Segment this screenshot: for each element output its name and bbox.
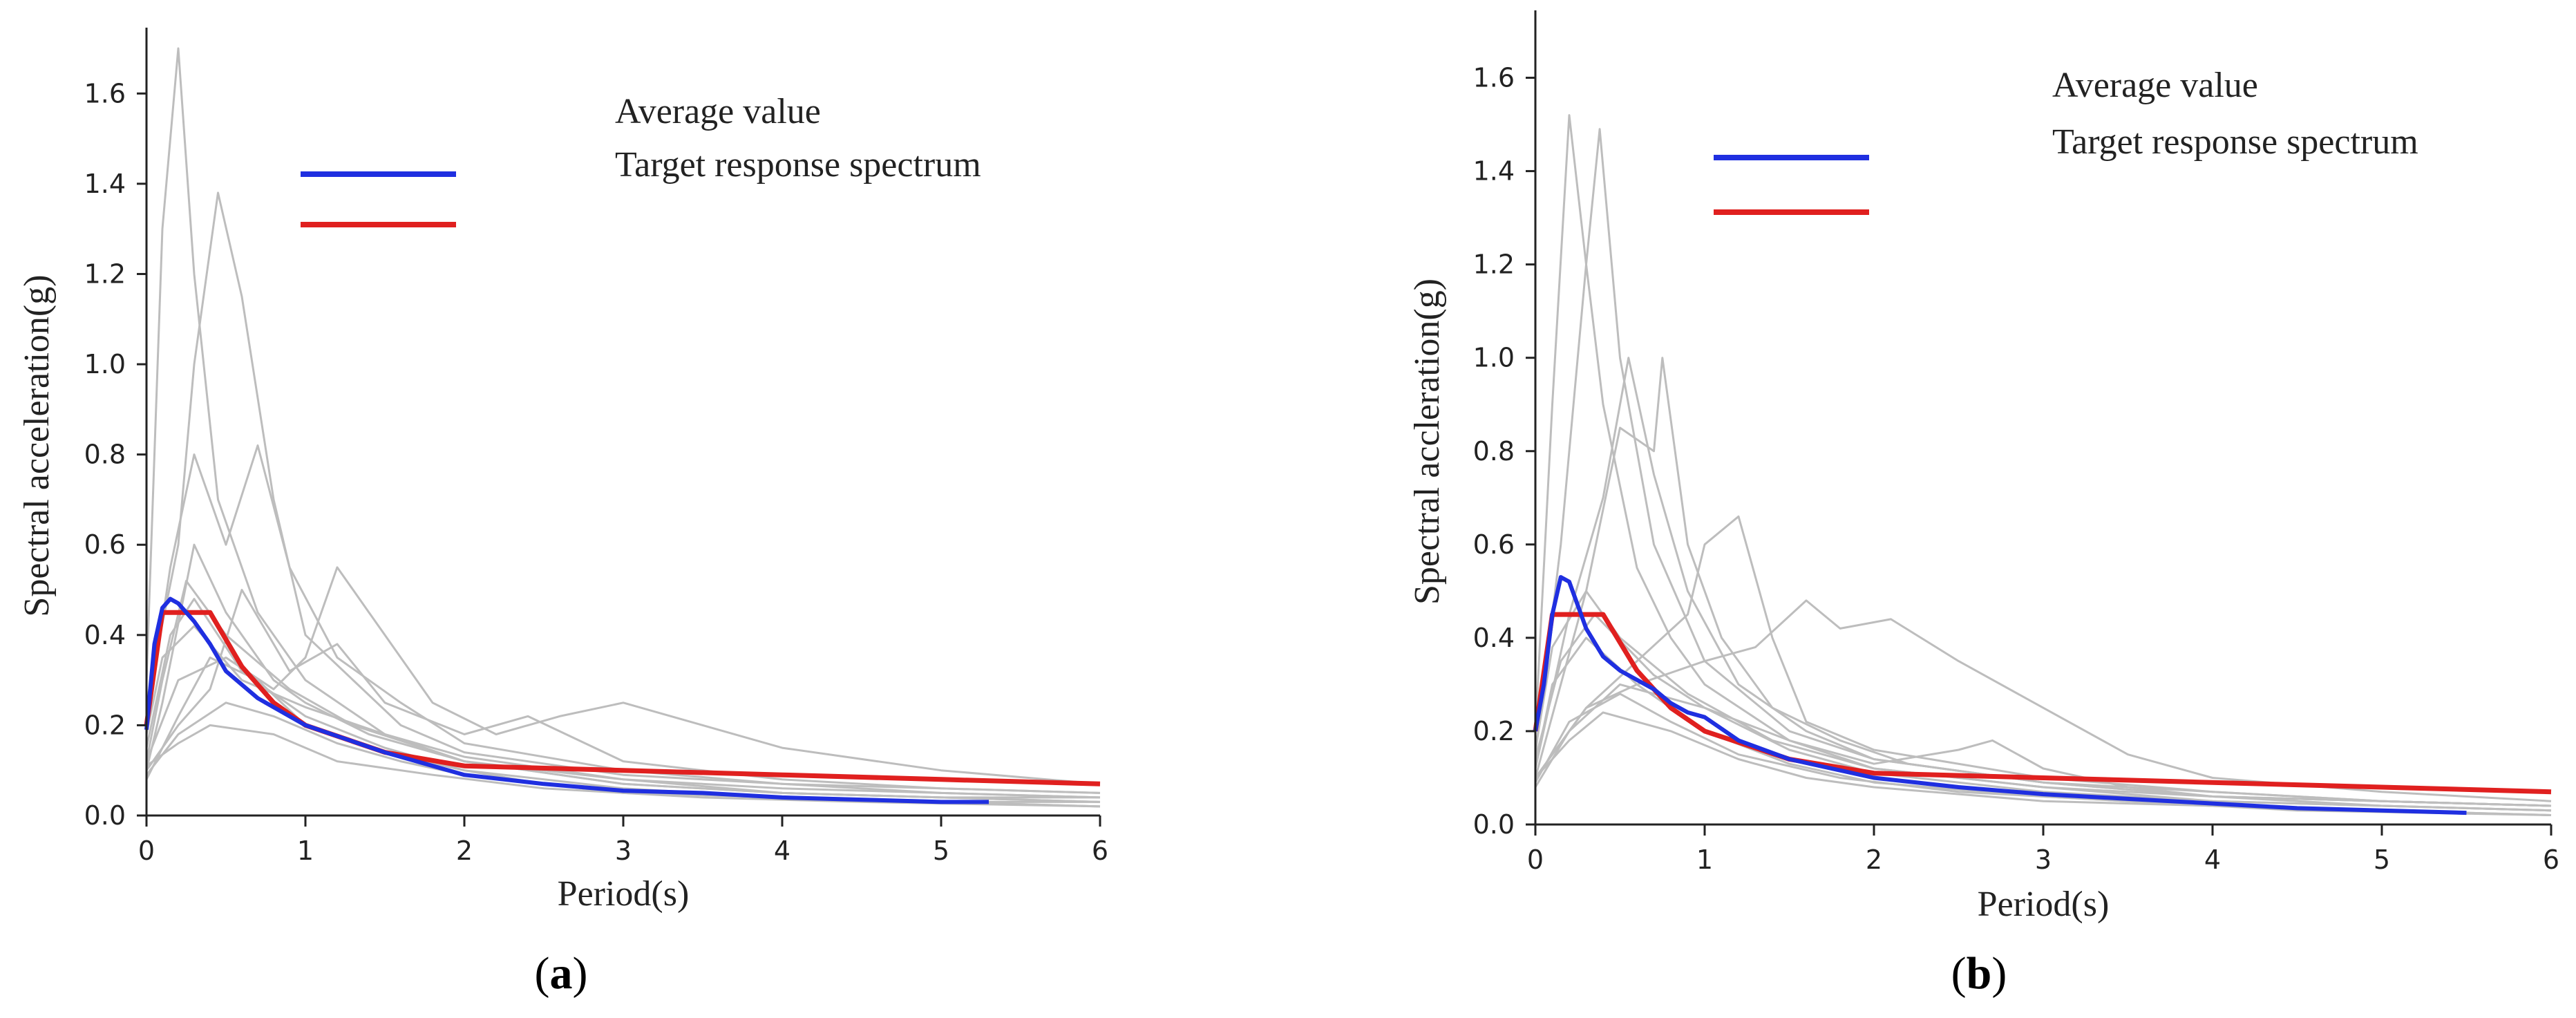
y-tick-label-a-6: 1.2 bbox=[84, 258, 126, 289]
x-tick-label-b-4: 4 bbox=[2204, 845, 2221, 875]
y-tick-label-b-0: 0.0 bbox=[1473, 809, 1515, 840]
x-tick-label-b-1: 1 bbox=[1696, 845, 1713, 875]
x-tick-label-a-5: 5 bbox=[933, 836, 949, 866]
record-line-a-2 bbox=[145, 47, 1101, 799]
y-tick-label-b-1: 0.2 bbox=[1473, 716, 1515, 746]
y-tick-label-b-7: 1.4 bbox=[1473, 156, 1515, 187]
record-line-a-4 bbox=[145, 444, 1101, 794]
chart-panel-a: 0 1 2 3 4 5 6 0.0 0.2 0.4 0.6 0.8 1.0 1.2 1.4 1.6 Peri… bbox=[17, 28, 1108, 999]
y-tick-label-a-0: 0.0 bbox=[84, 800, 126, 831]
legend-a: Average value Target response spectrum bbox=[301, 92, 981, 227]
legend-label-target-b: Target response spectrum bbox=[2052, 122, 2418, 162]
y-axis-title-a: Spectral acceleration(g) bbox=[17, 274, 57, 616]
y-tick-label-a-2: 0.4 bbox=[84, 620, 126, 650]
y-tick-label-a-4: 0.8 bbox=[84, 440, 126, 470]
y-tick-label-b-2: 0.4 bbox=[1473, 623, 1515, 653]
legend-label-target-a: Target response spectrum bbox=[615, 145, 981, 185]
x-tick-label-a-3: 3 bbox=[615, 836, 632, 866]
y-tick-label-a-8: 1.6 bbox=[84, 78, 126, 109]
x-tick-label-b-6: 6 bbox=[2543, 845, 2559, 875]
x-tick-label-a-6: 6 bbox=[1092, 836, 1108, 866]
main-series-group-b bbox=[1533, 575, 2552, 816]
x-tick-label-a-4: 4 bbox=[774, 836, 790, 866]
target-spectrum-line-b bbox=[1533, 612, 2552, 795]
record-line-b-6 bbox=[1534, 515, 2552, 807]
x-tick-label-b-3: 3 bbox=[2035, 845, 2052, 875]
record-line-b-8 bbox=[1534, 683, 2552, 812]
record-line-a-13 bbox=[146, 724, 1101, 808]
record-line-b-13 bbox=[1534, 590, 2552, 812]
record-line-a-6 bbox=[145, 589, 1101, 794]
y-ticks-a: 0.0 0.2 0.4 0.6 0.8 1.0 1.2 1.4 1.6 bbox=[84, 78, 146, 831]
x-tick-label-b-5: 5 bbox=[2374, 845, 2390, 875]
y-tick-label-a-3: 0.6 bbox=[84, 529, 126, 560]
panel-label-a: (a) bbox=[535, 948, 588, 999]
y-tick-label-a-7: 1.4 bbox=[84, 169, 126, 199]
x-tick-label-a-2: 2 bbox=[456, 836, 473, 866]
panel-label-b: (b) bbox=[1951, 948, 2007, 999]
main-series-group-a bbox=[144, 596, 1101, 804]
y-ticks-b: 0.0 0.2 0.4 0.6 0.8 1.0 1.2 1.4 1.6 bbox=[1473, 63, 1535, 840]
y-tick-label-b-4: 0.8 bbox=[1473, 436, 1515, 466]
panel-letter-a: a bbox=[550, 948, 573, 999]
x-tick-label-b-2: 2 bbox=[1866, 845, 1882, 875]
x-tick-label-a-0: 0 bbox=[138, 836, 155, 866]
x-axis-title-b: Period(s) bbox=[1978, 885, 2110, 924]
panel-letter-b: b bbox=[1967, 948, 1992, 999]
y-tick-label-a-1: 0.2 bbox=[84, 710, 126, 740]
record-line-a-12 bbox=[145, 625, 1100, 799]
average-value-line-a bbox=[144, 596, 989, 804]
legend-label-average-b: Average value bbox=[2052, 66, 2258, 105]
y-axis-title-b: Spectral accleration(g) bbox=[1408, 279, 1447, 605]
average-value-line-b bbox=[1533, 575, 2467, 816]
legend-b: Average value Target response spectrum bbox=[1714, 66, 2418, 215]
x-tick-label-a-1: 1 bbox=[297, 836, 314, 866]
y-tick-label-b-8: 1.6 bbox=[1473, 63, 1515, 93]
legend-label-average-a: Average value bbox=[615, 92, 821, 131]
y-tick-label-b-5: 1.0 bbox=[1473, 343, 1515, 373]
y-tick-label-b-6: 1.2 bbox=[1473, 249, 1515, 280]
y-tick-label-b-3: 0.6 bbox=[1473, 529, 1515, 560]
chart-panel-b: 0 1 2 3 4 5 6 0.0 0.2 0.4 0.6 0.8 1.0 1.2 1.4 1.6 Peri… bbox=[1408, 10, 2559, 999]
x-ticks-a: 0 1 2 3 4 5 6 bbox=[138, 816, 1108, 866]
y-tick-label-a-5: 1.0 bbox=[84, 349, 126, 379]
x-ticks-b: 0 1 2 3 4 5 6 bbox=[1527, 824, 2559, 875]
x-axis-title-a: Period(s) bbox=[558, 874, 690, 914]
x-tick-label-b-0: 0 bbox=[1527, 845, 1544, 875]
